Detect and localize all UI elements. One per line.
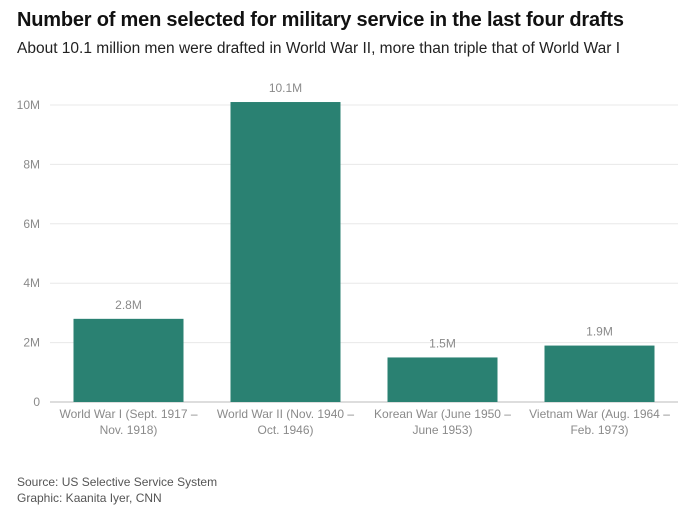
bar (387, 357, 498, 402)
y-tick-label: 0 (33, 395, 40, 409)
x-tick-label: World War II (Nov. 1940 – (217, 407, 354, 421)
x-tick-label: Oct. 1946) (257, 423, 313, 437)
chart-subtitle: About 10.1 million men were drafted in W… (17, 40, 621, 57)
y-tick-label: 8M (23, 157, 40, 171)
y-tick-label: 6M (23, 217, 40, 231)
data-label: 1.5M (429, 336, 456, 350)
data-label: 2.8M (115, 298, 142, 312)
y-tick-label: 10M (17, 98, 40, 112)
bar (230, 102, 341, 402)
x-tick-label: World War I (Sept. 1917 – (59, 407, 197, 421)
x-tick-label: Korean War (June 1950 – (374, 407, 511, 421)
data-label: 1.9M (586, 325, 613, 339)
x-tick-label: Vietnam War (Aug. 1964 – (529, 407, 670, 421)
bar-chart: 0 2M 4M 6M 8M 10M 2.8M World War I (Sept. 1917 … (17, 81, 678, 437)
chart-title: Number of men selected for military serv… (17, 9, 624, 31)
x-tick-label: Nov. 1918) (100, 423, 158, 437)
y-tick-label: 2M (23, 336, 40, 350)
data-label: 10.1M (269, 81, 302, 95)
source-note: Source: US Selective Service System (17, 475, 218, 489)
x-tick-label: Feb. 1973) (570, 423, 628, 437)
bar (544, 345, 655, 402)
x-tick-label: June 1953) (412, 423, 472, 437)
chart-footer: Source: US Selective Service System Grap… (17, 474, 217, 506)
y-tick-label: 4M (23, 276, 40, 290)
credit-note: Graphic: Kaanita Iyer, CNN (17, 491, 162, 505)
bar (73, 318, 184, 402)
